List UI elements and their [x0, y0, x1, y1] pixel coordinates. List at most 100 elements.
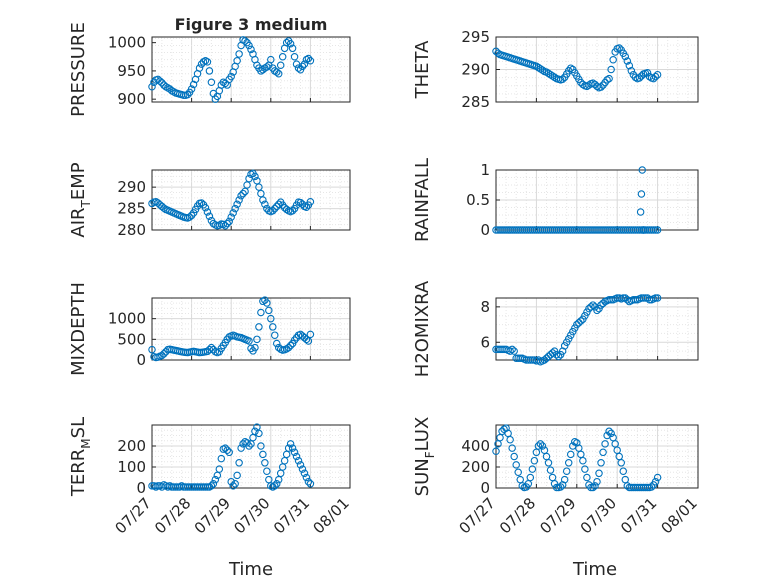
data-point — [278, 53, 287, 61]
data-point — [296, 461, 305, 469]
data-point — [635, 74, 644, 82]
data-point — [298, 465, 307, 473]
data-point — [508, 345, 516, 354]
data-point — [552, 350, 561, 359]
data-point — [526, 473, 535, 482]
y-axis-label-main: AIR — [68, 207, 89, 237]
data-point — [227, 477, 235, 486]
data-point — [607, 429, 615, 438]
data-point — [179, 91, 188, 99]
data-point — [609, 55, 617, 64]
y-axis-label-subscript: F — [423, 451, 437, 458]
data-point — [292, 452, 301, 461]
figure-title: Figure 3 medium — [175, 15, 328, 34]
data-point — [492, 447, 500, 455]
data-point — [597, 83, 605, 91]
x-tick-label: 08/01 — [658, 494, 701, 537]
y-tick-label: 950 — [117, 62, 146, 80]
data-point — [276, 61, 285, 70]
y-axis-label-rest: LUX — [412, 417, 433, 452]
data-point — [189, 80, 198, 89]
data-point — [203, 208, 212, 216]
data-point — [304, 54, 313, 63]
data-point — [627, 67, 636, 75]
data-point — [187, 85, 196, 93]
data-point — [272, 480, 281, 488]
data-point — [296, 198, 305, 207]
data-point — [148, 82, 156, 91]
y-tick-label: 290 — [461, 61, 490, 79]
y-tick-label: 1000 — [108, 310, 146, 328]
data-point — [651, 226, 660, 234]
data-point — [653, 70, 662, 79]
data-point — [225, 448, 233, 457]
data-point — [267, 314, 275, 323]
subplot-2: 285 290 295 THETA — [412, 28, 699, 111]
data-point — [160, 204, 168, 212]
y-axis-label-main: H2OMIXRA — [412, 280, 433, 377]
subplot-3: 280 285 290 AIRTEMP — [68, 162, 351, 239]
data-point — [255, 183, 263, 191]
data-point — [215, 465, 224, 473]
y-axis-label: RAINFALL — [412, 158, 433, 242]
data-point — [219, 220, 228, 229]
data-point — [235, 196, 243, 204]
data-point — [286, 440, 295, 448]
data-point — [298, 62, 307, 71]
data-point — [203, 483, 212, 491]
x-tick-label: 07/30 — [577, 494, 620, 537]
data-point — [251, 343, 259, 352]
subplot-4: 0 0.5 1 RAINFALL — [412, 158, 699, 242]
y-tick-label: 0 — [136, 479, 146, 497]
axes-frame — [151, 297, 351, 361]
data-point — [566, 64, 575, 72]
data-point — [241, 187, 249, 196]
data-point — [647, 483, 656, 491]
data-point — [259, 450, 267, 459]
x-tick-label: 07/28 — [151, 494, 194, 537]
data-point — [221, 221, 230, 230]
y-axis-label-subscript: M — [79, 438, 93, 448]
y-tick-label: 295 — [461, 28, 490, 46]
y-axis-label: THETA — [412, 40, 433, 100]
data-point — [595, 469, 603, 478]
data-point — [185, 213, 194, 221]
data-point — [623, 57, 632, 65]
y-tick-label: 200 — [117, 437, 146, 455]
data-point — [290, 448, 299, 457]
y-tick-label: 290 — [117, 178, 146, 196]
data-point — [589, 301, 597, 309]
data-point — [605, 74, 613, 83]
y-tick-label: 100 — [117, 458, 146, 476]
data-point — [302, 473, 311, 482]
y-axis-label: SUNFLUX — [412, 417, 437, 497]
data-point — [255, 323, 263, 331]
data-point — [274, 69, 283, 78]
data-point — [259, 297, 267, 306]
data-point — [243, 181, 251, 189]
data-point — [591, 482, 599, 490]
data-point — [300, 469, 309, 478]
data-point — [304, 337, 313, 345]
y-axis-label-main: THETA — [412, 40, 433, 100]
data-point — [638, 166, 646, 174]
data-point — [241, 37, 249, 45]
x-axis-label-right: Time — [572, 559, 617, 580]
data-point — [564, 459, 573, 467]
data-point — [237, 191, 245, 200]
data-point — [536, 440, 545, 448]
data-point — [263, 467, 271, 475]
data-point — [653, 294, 662, 302]
data-point — [306, 56, 315, 65]
data-point — [221, 79, 230, 88]
data-point — [577, 317, 585, 325]
data-point — [265, 306, 273, 315]
data-point — [158, 351, 166, 360]
data-point — [261, 459, 269, 467]
data-point — [294, 64, 303, 72]
data-point — [300, 60, 309, 68]
y-tick-label: 285 — [461, 93, 490, 111]
data-point — [271, 482, 279, 490]
data-point — [257, 189, 265, 198]
y-tick-label: 400 — [461, 437, 490, 455]
